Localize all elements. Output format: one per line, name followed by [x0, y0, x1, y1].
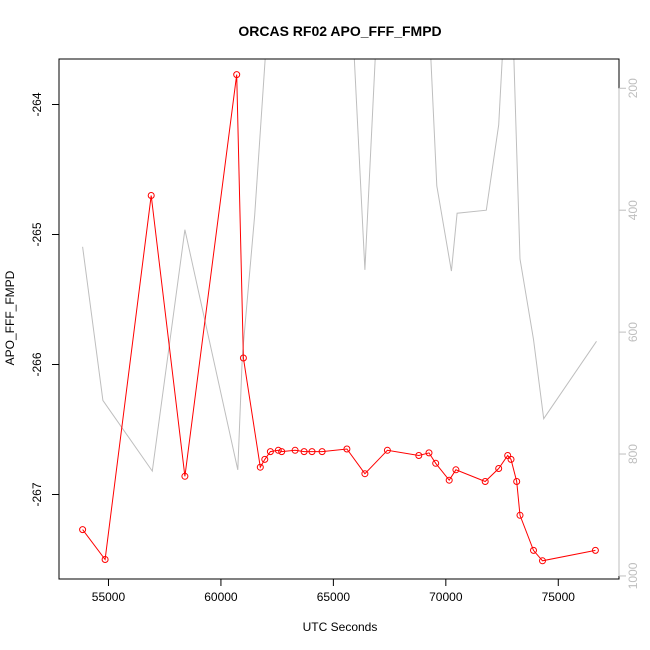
data-point — [101, 556, 109, 563]
data-point — [481, 478, 489, 485]
y2-tick-label: 600 — [626, 322, 640, 342]
chart-title: ORCAS RF02 APO_FFF_FMPD — [238, 23, 441, 39]
red-series-line — [82, 74, 596, 562]
y-tick-label: -266 — [30, 352, 44, 376]
data-point — [181, 472, 189, 480]
data-point — [343, 445, 351, 453]
gray-series-line — [82, 59, 597, 473]
data-point — [266, 448, 274, 456]
data-point — [278, 448, 286, 456]
data-point — [383, 446, 391, 454]
x-axis-label: UTC Seconds — [303, 620, 378, 634]
y-tick-label: -264 — [30, 92, 44, 116]
x-axis: 55000 60000 65000 70000 75000 — [92, 578, 576, 604]
y-axis-label: APO_FFF_FMPD — [3, 270, 17, 365]
y-tick-label: -265 — [30, 222, 44, 246]
data-point — [239, 354, 247, 362]
data-point — [308, 448, 316, 456]
data-point — [256, 463, 264, 471]
x-tick-label: 55000 — [92, 590, 126, 604]
data-point — [513, 478, 521, 485]
data-point — [300, 448, 308, 456]
data-point — [233, 71, 241, 79]
y2-tick-label: 800 — [626, 444, 640, 464]
data-point — [79, 526, 87, 534]
y2-tick-label: 1000 — [626, 562, 640, 589]
x-tick-label: 60000 — [204, 590, 238, 604]
plot-frame — [58, 58, 620, 580]
data-point — [147, 192, 155, 199]
x-tick-label: 65000 — [317, 590, 351, 604]
data-point — [274, 446, 282, 454]
data-point — [530, 546, 537, 554]
y2-tick-label: 200 — [626, 78, 640, 98]
series-layer — [79, 59, 599, 565]
x-tick-label: 70000 — [429, 590, 463, 604]
data-point — [361, 470, 369, 478]
data-point — [516, 511, 524, 519]
data-point — [591, 546, 599, 554]
data-point — [507, 455, 515, 463]
data-point — [415, 452, 423, 459]
data-point — [318, 448, 326, 456]
y-tick-label: -267 — [30, 482, 44, 506]
x-tick-label: 75000 — [542, 590, 576, 604]
data-point — [495, 465, 503, 472]
y2-axis: 200 400 600 800 1000 — [618, 78, 640, 589]
data-point — [539, 557, 546, 565]
data-point — [452, 466, 460, 474]
y-axis: -267 -266 -265 -264 — [30, 92, 60, 507]
data-point — [445, 476, 453, 484]
data-point — [261, 455, 269, 463]
data-point — [291, 446, 299, 454]
data-point — [425, 449, 433, 457]
data-point — [432, 459, 440, 467]
y2-tick-label: 400 — [626, 200, 640, 220]
